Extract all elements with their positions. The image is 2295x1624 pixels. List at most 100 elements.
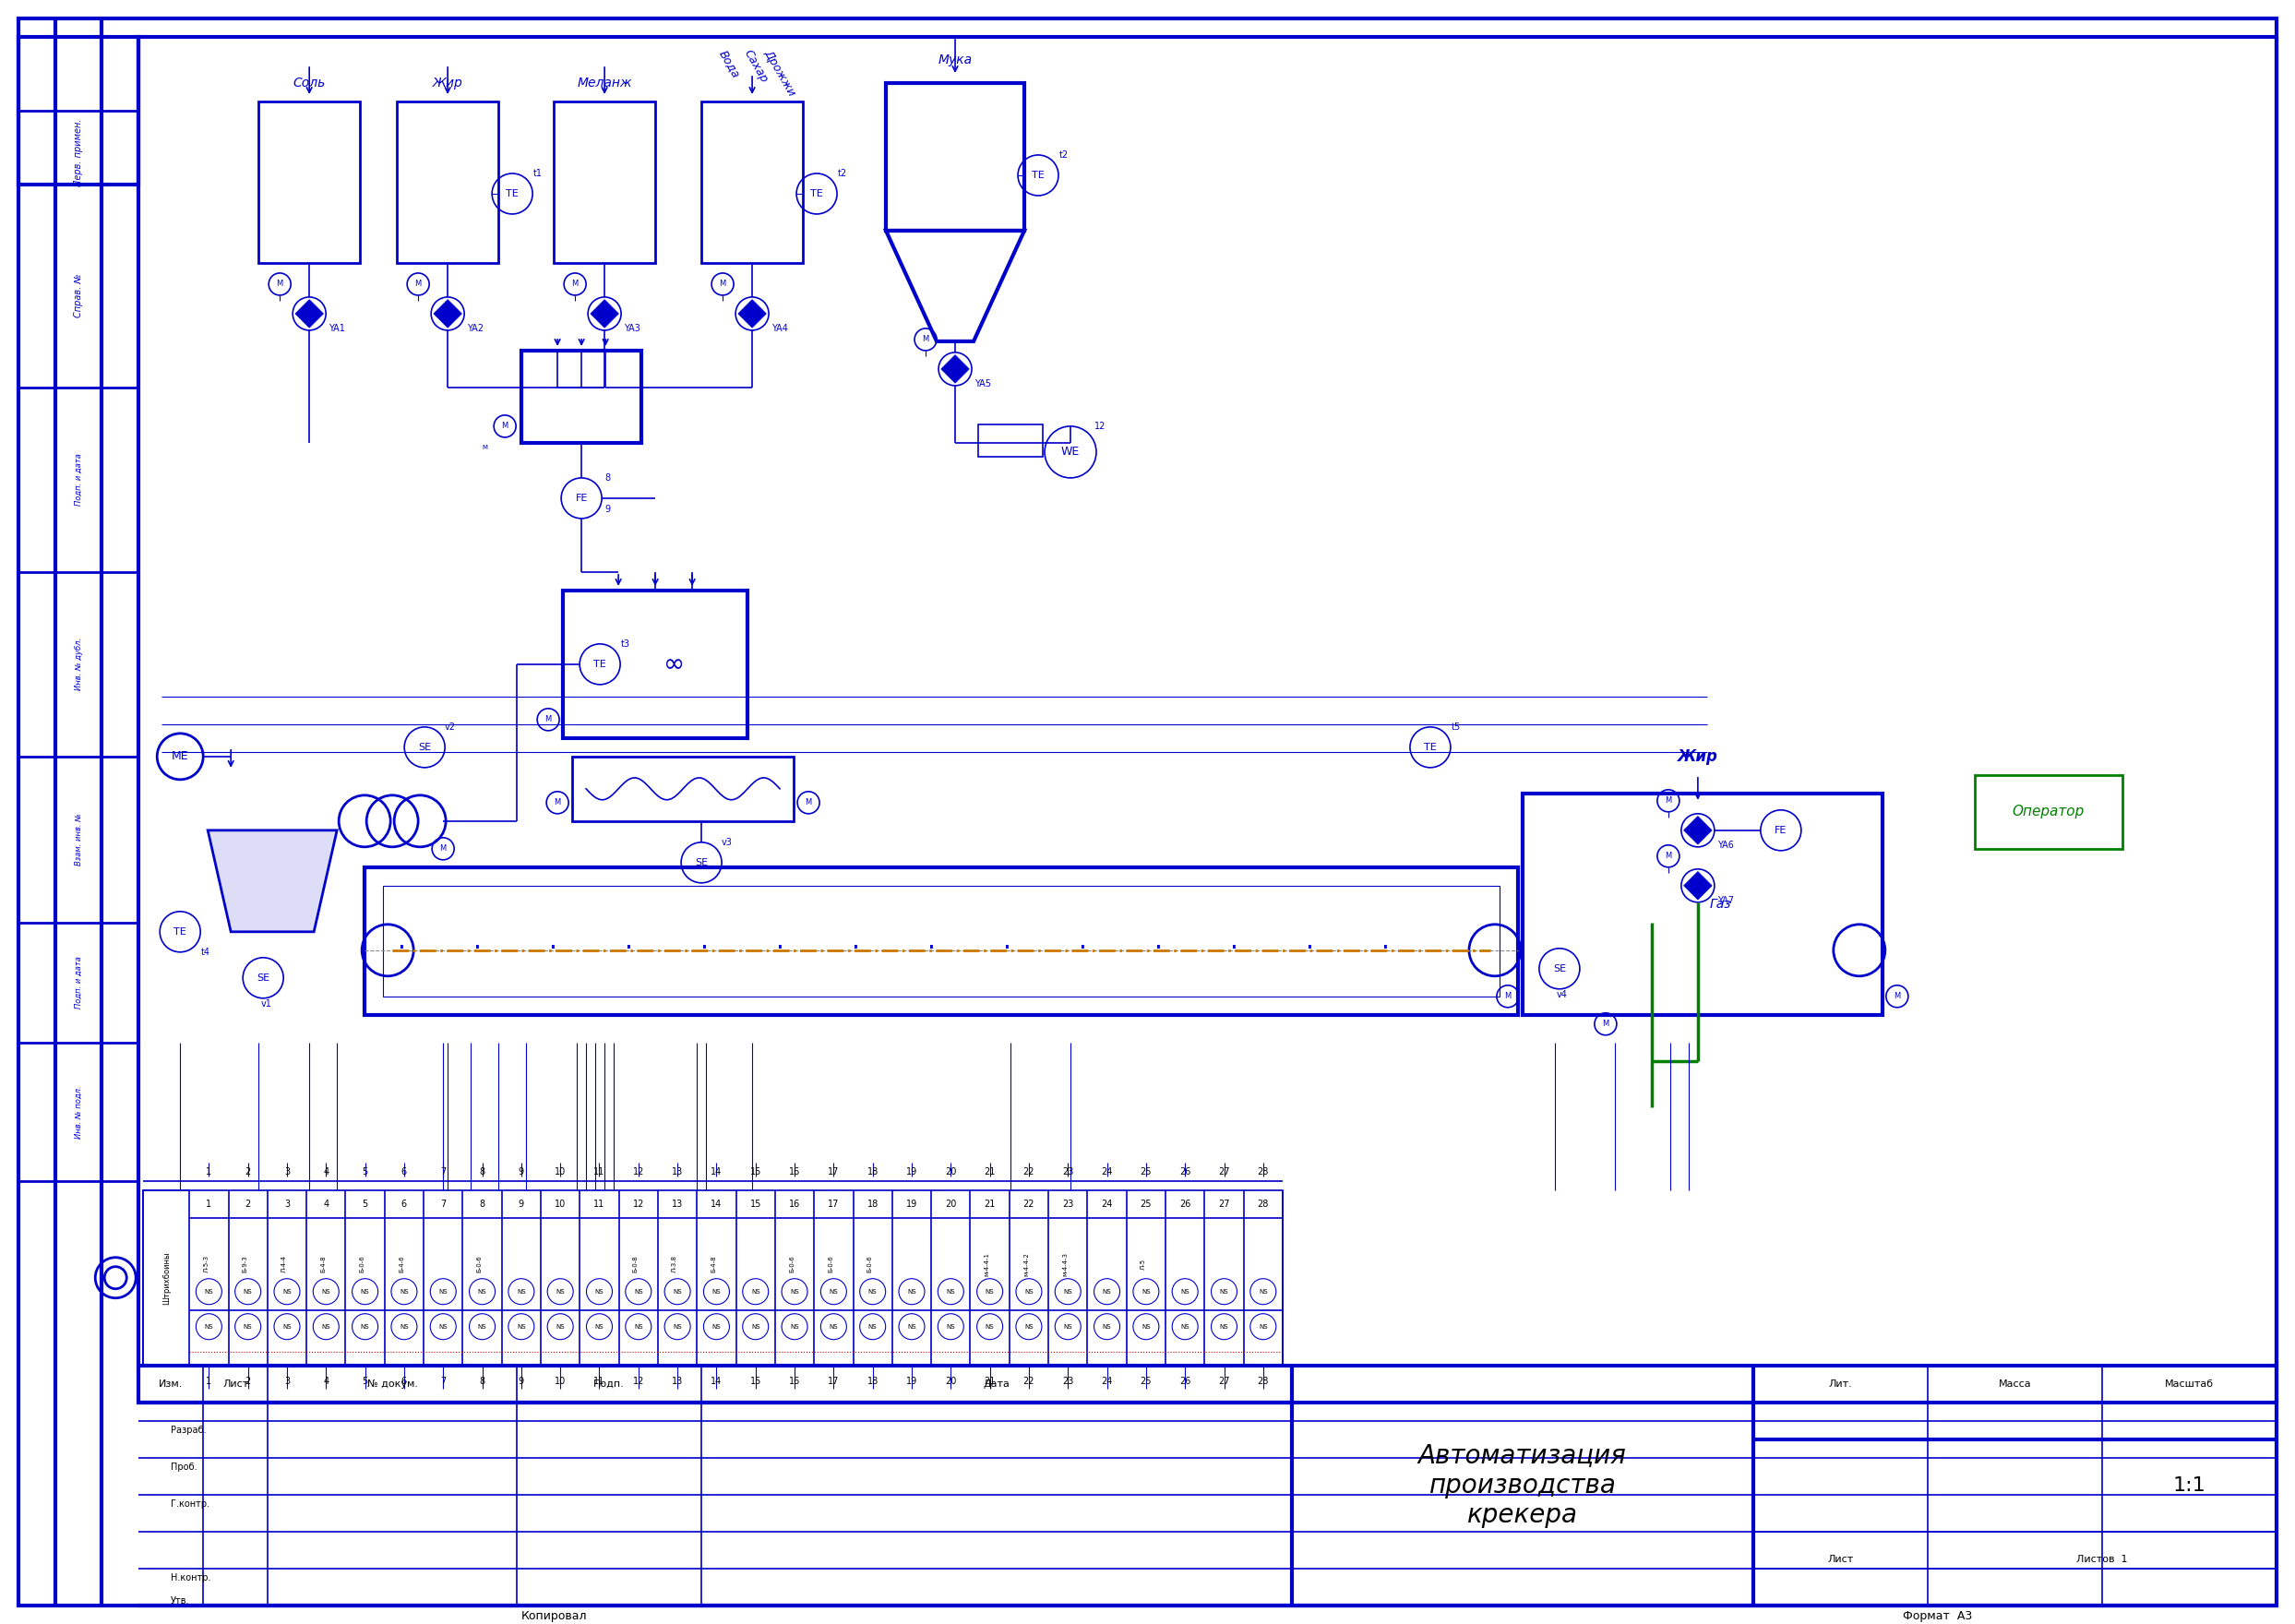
- Text: 4: 4: [324, 1377, 328, 1385]
- Text: 4: 4: [324, 1199, 328, 1208]
- Text: M: M: [571, 279, 578, 289]
- Text: 6: 6: [402, 1199, 406, 1208]
- Text: TE: TE: [1423, 742, 1437, 752]
- Bar: [553, 101, 656, 263]
- Text: 12: 12: [633, 1168, 645, 1176]
- Text: 27: 27: [1219, 1199, 1230, 1208]
- Text: NS: NS: [555, 1289, 565, 1294]
- Text: 6: 6: [402, 1377, 406, 1385]
- Text: NS: NS: [594, 1289, 604, 1294]
- Bar: [142, 1190, 190, 1366]
- Text: NS: NS: [321, 1289, 330, 1294]
- Text: 21: 21: [985, 1199, 996, 1208]
- Text: 18: 18: [868, 1377, 879, 1385]
- Text: Жир: Жир: [431, 76, 464, 89]
- Text: 5: 5: [363, 1199, 367, 1208]
- Text: 12: 12: [1095, 422, 1106, 430]
- Text: v2: v2: [445, 723, 457, 731]
- Text: NS: NS: [243, 1289, 252, 1294]
- Text: NS: NS: [1024, 1324, 1033, 1330]
- Text: Перв. примен.: Перв. примен.: [73, 119, 83, 187]
- Text: № докум.: № докум.: [367, 1379, 418, 1389]
- Text: 1: 1: [207, 1199, 211, 1208]
- Text: t5: t5: [1450, 723, 1462, 731]
- Bar: [259, 101, 360, 263]
- Text: 26: 26: [1180, 1168, 1191, 1176]
- Text: NS: NS: [1141, 1289, 1150, 1294]
- Text: v3: v3: [721, 838, 732, 846]
- Text: M: M: [415, 279, 422, 289]
- Text: 7: 7: [441, 1199, 445, 1208]
- Text: 28: 28: [1258, 1377, 1269, 1385]
- Text: 10: 10: [555, 1377, 567, 1385]
- Text: 18: 18: [868, 1168, 879, 1176]
- Text: NS: NS: [1219, 1289, 1228, 1294]
- Text: NS: NS: [1258, 1289, 1267, 1294]
- Bar: [142, 1190, 1283, 1366]
- Text: .: .: [549, 927, 558, 953]
- Text: Подп. и дата: Подп. и дата: [73, 453, 83, 507]
- Text: t3: t3: [622, 640, 631, 648]
- Text: Меланж: Меланж: [576, 76, 631, 89]
- Polygon shape: [739, 299, 767, 328]
- Text: YA5: YA5: [975, 378, 991, 388]
- Text: Штрихбоины: Штрихбоины: [163, 1250, 170, 1304]
- Text: SE: SE: [1554, 965, 1565, 973]
- Text: NS: NS: [1180, 1289, 1189, 1294]
- Text: YA7: YA7: [1717, 896, 1733, 905]
- Text: Разраб.: Разраб.: [170, 1426, 207, 1434]
- Text: Б-4-6: Б-4-6: [399, 1255, 404, 1273]
- Text: NS: NS: [1180, 1324, 1189, 1330]
- Text: 17: 17: [828, 1199, 840, 1208]
- Text: NS: NS: [399, 1289, 409, 1294]
- Text: .: .: [397, 927, 406, 953]
- Text: Б-4-8: Б-4-8: [711, 1255, 716, 1273]
- Text: YA2: YA2: [468, 323, 484, 333]
- Bar: [521, 351, 640, 443]
- Text: NS: NS: [516, 1289, 526, 1294]
- Text: 21: 21: [985, 1377, 996, 1385]
- Text: Л-5-3: Л-5-3: [204, 1255, 209, 1273]
- Bar: [18, 37, 138, 185]
- Text: NS: NS: [477, 1289, 487, 1294]
- Text: 20: 20: [946, 1377, 957, 1385]
- Text: NS: NS: [438, 1289, 448, 1294]
- Text: 22: 22: [1024, 1377, 1035, 1385]
- Bar: [571, 757, 794, 822]
- Text: M: M: [1602, 1020, 1609, 1028]
- Text: 27: 27: [1219, 1168, 1230, 1176]
- Text: Лист: Лист: [223, 1379, 248, 1389]
- Text: 1: 1: [207, 1168, 211, 1176]
- Text: 8: 8: [480, 1377, 484, 1385]
- Text: NS: NS: [907, 1289, 916, 1294]
- Text: 3: 3: [285, 1377, 289, 1385]
- Text: M: M: [923, 335, 929, 344]
- Text: Г.контр.: Г.контр.: [170, 1499, 209, 1509]
- Text: NS: NS: [594, 1324, 604, 1330]
- Text: 21: 21: [985, 1168, 996, 1176]
- Text: NS: NS: [985, 1289, 994, 1294]
- Text: м-4-4-2: м-4-4-2: [1024, 1252, 1028, 1276]
- Bar: [397, 101, 498, 263]
- Bar: [886, 83, 1024, 231]
- Text: 3: 3: [285, 1168, 289, 1176]
- Text: Б-0-6: Б-0-6: [789, 1255, 794, 1273]
- Text: v1: v1: [259, 999, 271, 1009]
- Text: 3: 3: [285, 1199, 289, 1208]
- Text: 14: 14: [711, 1199, 723, 1208]
- Polygon shape: [590, 299, 620, 328]
- Text: Листов  1: Листов 1: [2077, 1554, 2127, 1564]
- Text: 14: 14: [711, 1377, 723, 1385]
- Text: .: .: [1003, 927, 1010, 953]
- Text: Подп. и дата: Подп. и дата: [73, 957, 83, 1009]
- Text: Дрожжи: Дрожжи: [762, 47, 799, 99]
- Text: м-4-4-1: м-4-4-1: [985, 1252, 989, 1276]
- Polygon shape: [1685, 872, 1712, 900]
- Text: .: .: [776, 927, 785, 953]
- Text: NS: NS: [868, 1324, 877, 1330]
- Polygon shape: [296, 299, 324, 328]
- Text: v4: v4: [1556, 991, 1567, 999]
- Text: NS: NS: [477, 1324, 487, 1330]
- Text: м-4-4-3: м-4-4-3: [1063, 1252, 1067, 1276]
- Text: 25: 25: [1141, 1199, 1152, 1208]
